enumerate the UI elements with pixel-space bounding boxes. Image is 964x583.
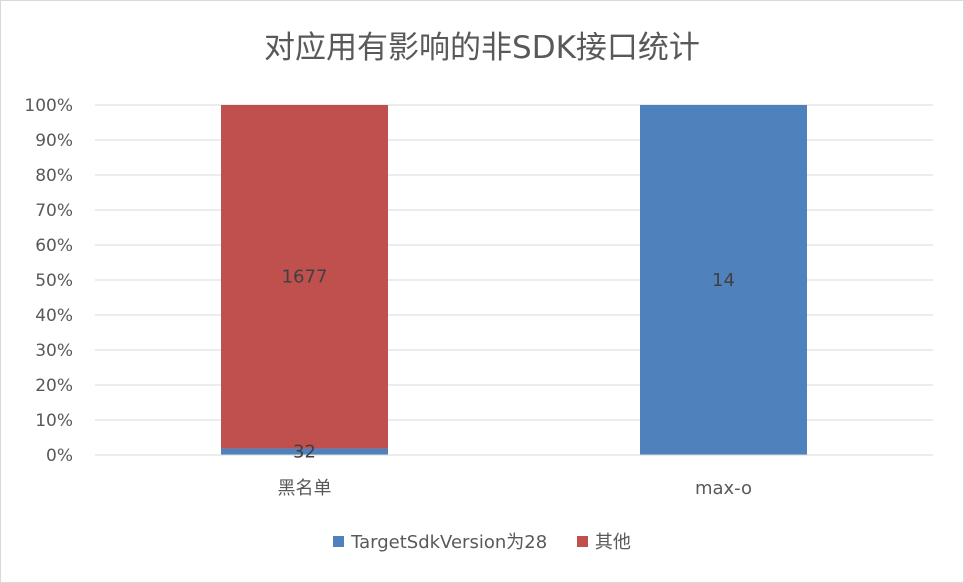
legend-swatch-series-0 [333,535,345,547]
legend-swatch-series-1 [576,535,588,547]
y-tick-label: 60% [35,236,73,256]
bar-segment [221,448,388,455]
legend-item-series-0[interactable]: TargetSdkVersion为28 [333,528,547,554]
y-tick-label: 30% [35,341,73,361]
chart-legend: TargetSdkVersion为28 其他 [0,528,964,554]
y-tick-label: 20% [35,376,73,396]
y-tick-label: 100% [24,96,73,116]
bar-segment [221,105,388,449]
y-tick-label: 50% [35,271,73,291]
y-tick-label: 80% [35,166,73,186]
y-tick-label: 0% [46,446,73,466]
chart-title: 对应用有影响的非SDK接口统计 [264,30,700,66]
data-label: 1677 [282,267,328,288]
y-tick-label: 10% [35,411,73,431]
legend-item-series-1[interactable]: 其他 [576,528,631,554]
data-label: 14 [712,270,735,291]
x-category-label: max-o [695,478,752,499]
legend-label-series-0: TargetSdkVersion为28 [351,532,548,553]
bar-segment [640,105,807,455]
y-tick-label: 90% [35,131,73,151]
x-category-label: 黑名单 [278,478,332,499]
y-tick-label: 40% [35,306,73,326]
y-tick-label: 70% [35,201,73,221]
legend-label-series-1: 其他 [594,532,631,553]
data-label: 32 [293,442,316,463]
